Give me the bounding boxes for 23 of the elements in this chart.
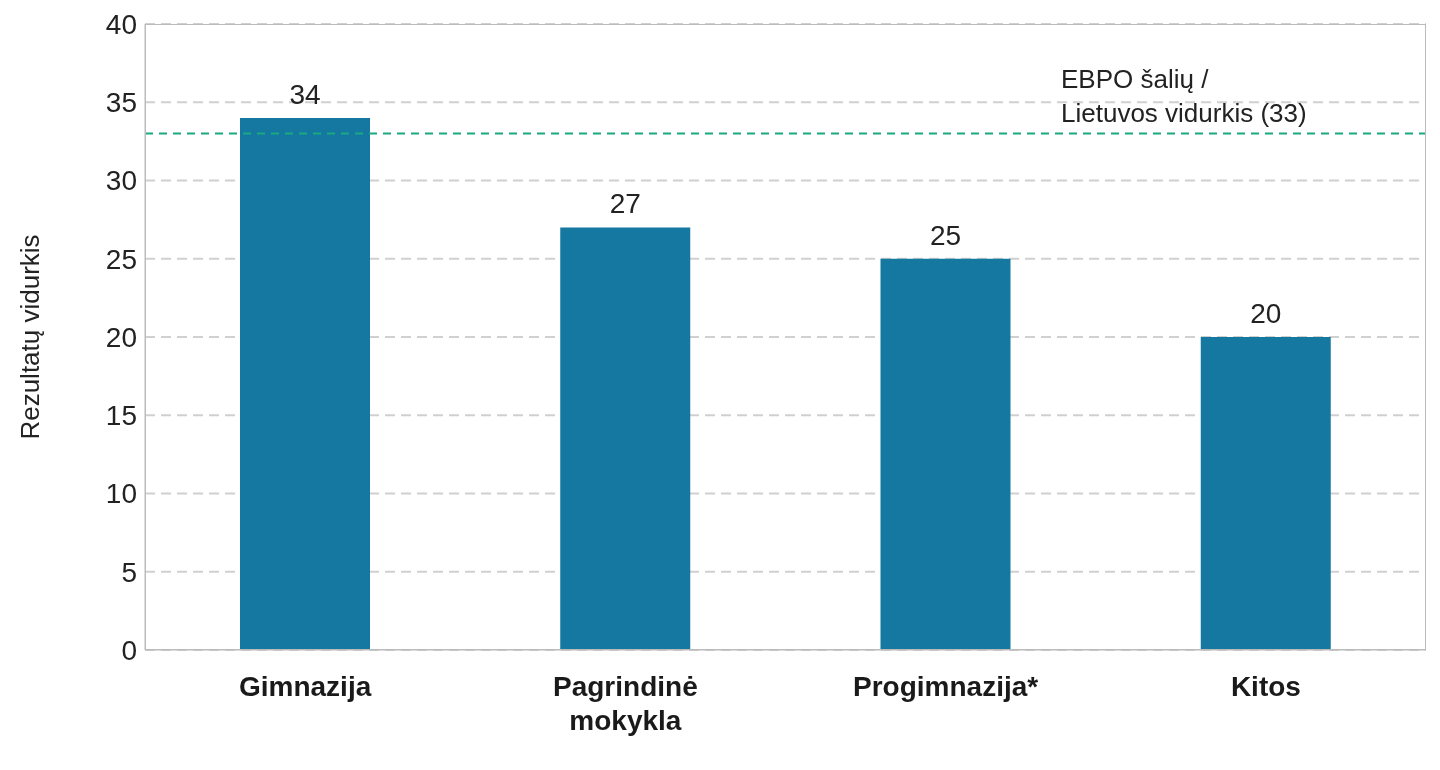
- y-tick-label: 40: [105, 8, 137, 40]
- x-tick-label: Progimnazija*: [853, 671, 1039, 702]
- x-tick-label: Pagrindinė mokykla: [553, 671, 698, 736]
- bar: [880, 258, 1011, 650]
- data-label: 27: [609, 188, 641, 220]
- bar: [560, 227, 691, 650]
- y-tick-label: 15: [105, 400, 137, 432]
- y-tick-label: 35: [105, 87, 137, 119]
- bar: [1200, 337, 1331, 650]
- y-tick-label: 5: [121, 556, 137, 588]
- y-tick-label: 20: [105, 321, 137, 353]
- data-label: 25: [929, 219, 962, 251]
- data-label: 20: [1250, 298, 1282, 329]
- y-tick-label: 30: [105, 165, 137, 197]
- y-tick-label: 10: [105, 478, 137, 510]
- x-tick-label: Kitos: [1230, 671, 1301, 702]
- y-tick-label: 25: [105, 243, 137, 275]
- y-axis-title: Rezultatų vidurkis: [15, 234, 46, 440]
- data-label: 34: [289, 78, 321, 110]
- x-tick-label: Gimnazija: [238, 671, 372, 702]
- y-tick-label: 0: [121, 634, 137, 666]
- bar: [240, 117, 370, 650]
- ref-line-label: EBPO šalių / Lietuvos vidurkis (33): [1061, 63, 1307, 128]
